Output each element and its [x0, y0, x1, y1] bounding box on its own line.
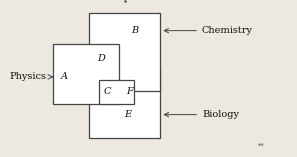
Text: E: E	[124, 110, 131, 119]
Text: C: C	[103, 87, 111, 96]
Text: **: **	[258, 143, 265, 149]
Text: Chemistry: Chemistry	[164, 26, 253, 35]
Text: A: A	[60, 72, 67, 81]
Text: Biology: Biology	[164, 110, 239, 119]
Bar	[89, 66, 160, 138]
Bar	[89, 13, 160, 91]
Text: D: D	[97, 54, 105, 63]
Text: F: F	[126, 87, 132, 96]
Text: B: B	[132, 26, 139, 35]
Text: Physics: Physics	[9, 72, 52, 81]
Bar	[53, 44, 119, 104]
Bar	[99, 80, 134, 104]
